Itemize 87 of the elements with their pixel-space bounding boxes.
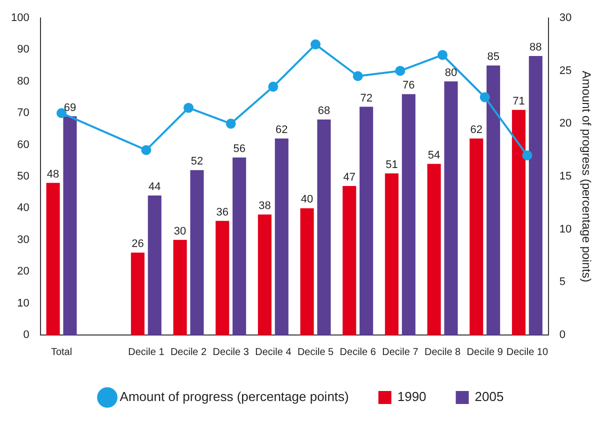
y2-tick-label: 15 (559, 170, 572, 183)
y-tick-label: 90 (17, 44, 30, 56)
bar (130, 252, 144, 335)
y2-tick-label: 5 (559, 276, 566, 288)
data-label: 72 (360, 92, 372, 104)
x-tick-label: Decile 9 (466, 346, 504, 358)
y-tick-label: 40 (17, 202, 30, 214)
point (310, 39, 321, 50)
data-label: 62 (276, 124, 288, 136)
data-label: 47 (343, 172, 356, 184)
point (268, 82, 278, 92)
y-tick-label: 60 (17, 138, 30, 151)
legend-label: 2005 (474, 389, 504, 404)
point (184, 102, 194, 113)
data-label: 76 (402, 80, 415, 92)
point (352, 71, 363, 82)
y-tick-label: 0 (23, 329, 30, 342)
bar (190, 170, 204, 335)
legend-label: 1990 (397, 389, 426, 404)
y2-axis-title: Amount of progress (percentage points) (579, 70, 594, 282)
legend-label: Amount of progress (percentage points) (120, 389, 349, 404)
bar (317, 119, 331, 335)
data-label: 54 (428, 149, 440, 162)
bar (63, 116, 77, 335)
x-tick-label: Decile 3 (212, 346, 250, 358)
point (480, 92, 490, 102)
point (438, 50, 448, 60)
x-tick-label: Decile 5 (297, 346, 334, 358)
data-label: 71 (512, 95, 525, 108)
bar (427, 164, 441, 335)
data-label: 52 (190, 156, 204, 168)
y-tick-label: 10 (17, 297, 30, 310)
point (226, 118, 236, 129)
y-tick-label: 100 (10, 12, 30, 24)
bar (46, 182, 60, 335)
data-label: 36 (216, 206, 229, 218)
bar (486, 66, 500, 335)
bar (232, 157, 246, 335)
bar (470, 138, 484, 335)
bar (402, 94, 416, 335)
y-tick-label: 20 (17, 266, 30, 278)
bar (148, 196, 162, 335)
x-tick-label: Decile 2 (170, 346, 208, 358)
x-tick-label: Total (50, 346, 72, 358)
y2-tick-label: 20 (559, 118, 572, 130)
y-tick-label: 30 (17, 234, 30, 246)
bar (512, 110, 526, 335)
data-label: 85 (487, 51, 500, 64)
y-tick-label: 50 (17, 170, 30, 183)
point (522, 150, 532, 160)
data-label: 51 (386, 158, 398, 171)
bar (342, 186, 356, 335)
data-label: 26 (132, 238, 144, 250)
point (395, 66, 406, 76)
y2-tick-label: 10 (559, 223, 572, 236)
data-label: 38 (258, 200, 271, 212)
data-label: 88 (530, 42, 542, 54)
x-tick-label: Decile 6 (340, 346, 376, 358)
data-label: 69 (64, 102, 76, 114)
y-tick-label: 80 (17, 75, 30, 88)
bar (384, 173, 398, 335)
x-tick-label: Decile 1 (128, 346, 165, 358)
bar (444, 81, 458, 335)
x-tick-label: Decile 4 (255, 346, 292, 358)
data-label: 40 (300, 194, 314, 206)
data-label: 48 (46, 168, 60, 180)
point (141, 145, 152, 156)
bar (300, 208, 314, 335)
bar (274, 138, 288, 335)
data-label: 56 (233, 143, 246, 156)
bar (216, 220, 230, 335)
x-tick-label: Decile 7 (382, 346, 419, 358)
y2-tick-label: 30 (559, 12, 572, 24)
y2-tick-label: 25 (559, 64, 572, 77)
y2-tick-label: 0 (559, 329, 566, 342)
bar (528, 56, 542, 335)
y-tick-label: 70 (17, 107, 30, 120)
data-label: 44 (148, 181, 161, 194)
data-label: 62 (470, 124, 483, 136)
x-tick-label: Decile 8 (424, 346, 462, 358)
data-label: 80 (444, 66, 458, 79)
data-label: 30 (174, 225, 186, 238)
bar (258, 214, 272, 335)
bar (360, 106, 374, 335)
bar (173, 240, 187, 335)
data-label: 68 (318, 104, 330, 117)
x-tick-label: Decile 10 (506, 346, 548, 358)
